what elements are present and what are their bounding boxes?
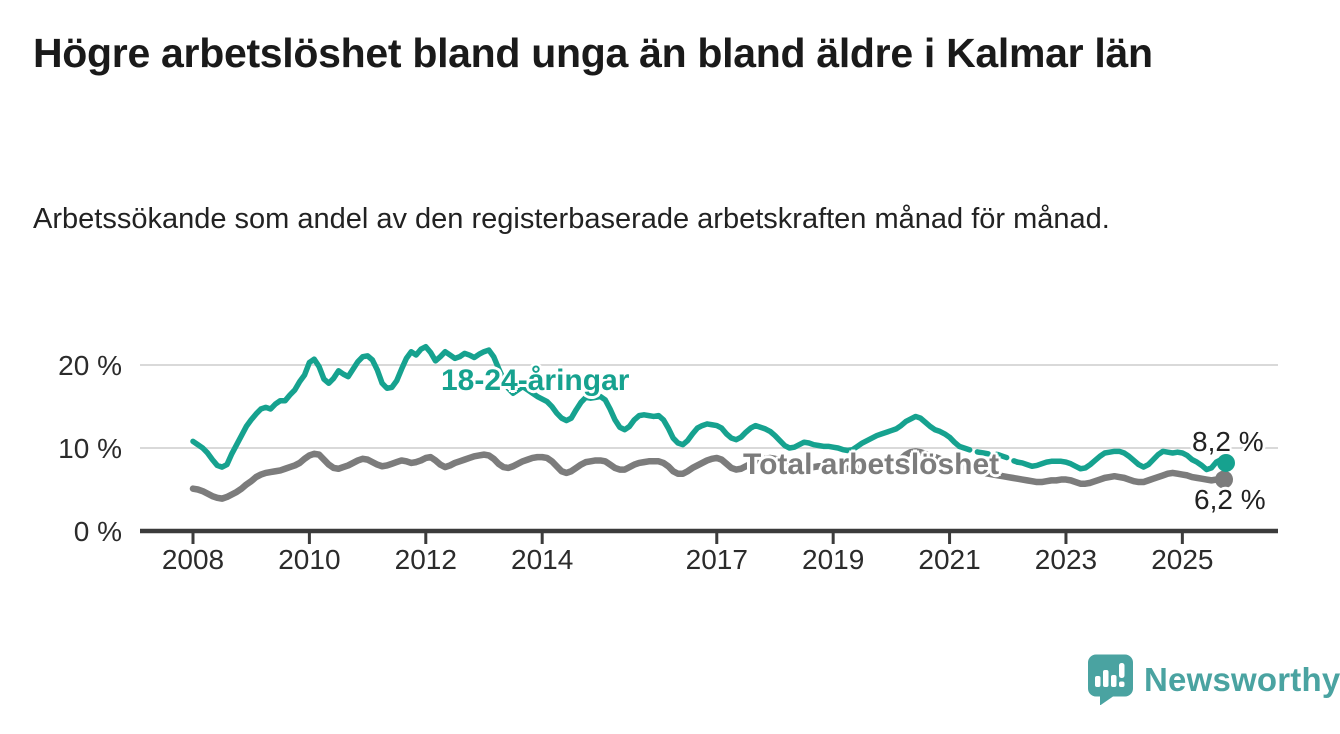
logo-exclamation-bar bbox=[1119, 663, 1125, 678]
series-line-youth-end bbox=[1014, 448, 1229, 473]
x-tick-label: 2010 bbox=[278, 544, 340, 575]
series-line-total bbox=[189, 448, 1230, 502]
y-axis-label: 0 % bbox=[74, 516, 122, 547]
newsworthy-logo-text: Newsworthy bbox=[1144, 660, 1340, 698]
x-tick-label: 2012 bbox=[395, 544, 457, 575]
logo-bubble-shape bbox=[1088, 654, 1133, 705]
y-axis-label: 10 % bbox=[58, 433, 122, 464]
x-tick-label: 2014 bbox=[511, 544, 573, 575]
end-value-total: 6,2 % bbox=[1194, 484, 1266, 515]
newsworthy-logo-icon bbox=[1088, 654, 1133, 705]
x-tick-label: 2025 bbox=[1151, 544, 1213, 575]
page-title: Högre arbetslöshet bland unga än bland ä… bbox=[33, 30, 1153, 76]
logo-bar-1 bbox=[1095, 676, 1101, 687]
series-line-youth bbox=[190, 343, 963, 470]
series-line-youth-dashed bbox=[956, 443, 1021, 465]
x-tick-label: 2017 bbox=[686, 544, 748, 575]
newsworthy-logo[interactable]: Newsworthy bbox=[1087, 654, 1340, 705]
end-dot-total bbox=[1215, 470, 1233, 489]
x-tick-label: 2023 bbox=[1035, 544, 1097, 575]
end-value-youth: 8,2 % bbox=[1192, 426, 1264, 457]
end-dot-youth bbox=[1217, 453, 1235, 472]
logo-exclamation-dot bbox=[1119, 681, 1125, 687]
x-tick-label: 2021 bbox=[918, 544, 980, 575]
y-axis-label: 20 % bbox=[58, 350, 122, 381]
x-tick-label: 2008 bbox=[162, 544, 224, 575]
series-label-total: Total arbetslöshet bbox=[743, 448, 1000, 481]
logo-bar-2 bbox=[1103, 670, 1109, 687]
series-label-youth: 18-24-åringar bbox=[441, 364, 630, 397]
x-tick-label: 2019 bbox=[802, 544, 864, 575]
logo-bar-3 bbox=[1111, 675, 1117, 687]
page-subtitle: Arbetssökande som andel av den registerb… bbox=[33, 203, 1110, 235]
